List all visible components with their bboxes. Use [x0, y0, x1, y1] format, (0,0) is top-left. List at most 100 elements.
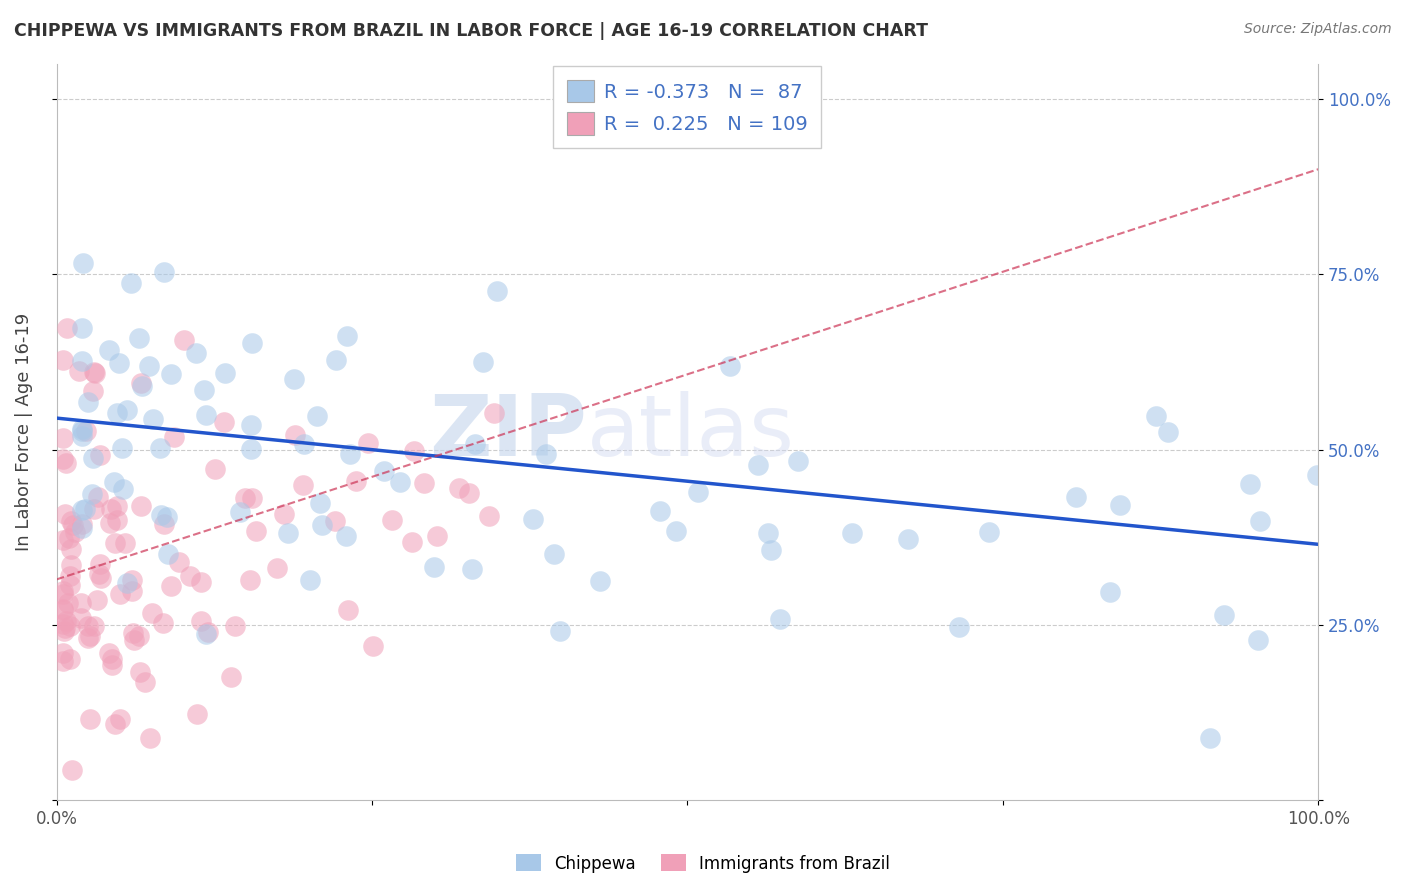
Point — [190, 574, 212, 589]
Point — [292, 478, 315, 492]
Point — [70, 429, 93, 443]
Point — [299, 574, 322, 588]
Point — [53, 621, 76, 635]
Point — [194, 408, 217, 422]
Point — [52, 451, 75, 466]
Point — [67, 364, 90, 378]
Point — [163, 430, 186, 444]
Point — [105, 406, 128, 420]
Point — [70, 354, 93, 368]
Point — [534, 447, 557, 461]
Point — [240, 442, 263, 456]
Point — [292, 437, 315, 451]
Point — [89, 557, 111, 571]
Point — [98, 516, 121, 530]
Point — [464, 436, 486, 450]
Point — [305, 409, 328, 424]
Text: ZIP: ZIP — [429, 391, 586, 474]
Point — [73, 502, 96, 516]
Point — [52, 603, 75, 617]
Point — [212, 415, 235, 429]
Point — [52, 583, 75, 598]
Text: CHIPPEWA VS IMMIGRANTS FROM BRAZIL IN LABOR FORCE | AGE 16-19 CORRELATION CHART: CHIPPEWA VS IMMIGRANTS FROM BRAZIL IN LA… — [14, 22, 928, 40]
Point — [59, 652, 82, 666]
Point — [344, 474, 367, 488]
Legend: Chippewa, Immigrants from Brazil: Chippewa, Immigrants from Brazil — [509, 847, 897, 880]
Point — [131, 379, 153, 393]
Point — [55, 456, 77, 470]
Point — [52, 647, 75, 661]
Point — [70, 516, 93, 531]
Point — [159, 579, 181, 593]
Y-axis label: In Labor Force | Age 16-19: In Labor Force | Age 16-19 — [15, 313, 32, 551]
Point — [111, 441, 134, 455]
Point — [86, 490, 108, 504]
Point — [70, 596, 93, 610]
Point — [159, 368, 181, 382]
Point — [139, 731, 162, 745]
Point — [471, 354, 494, 368]
Point — [588, 574, 610, 588]
Point — [388, 475, 411, 490]
Point — [62, 517, 84, 532]
Point — [152, 265, 174, 279]
Point — [114, 536, 136, 550]
Point — [543, 547, 565, 561]
Point — [1213, 607, 1236, 622]
Point — [70, 422, 93, 436]
Point — [204, 462, 226, 476]
Point — [401, 534, 423, 549]
Point — [522, 512, 544, 526]
Point — [841, 525, 863, 540]
Point — [219, 670, 242, 684]
Point — [311, 518, 333, 533]
Point — [373, 464, 395, 478]
Point — [77, 619, 100, 633]
Point — [336, 328, 359, 343]
Point — [134, 675, 156, 690]
Point — [121, 626, 143, 640]
Point — [1198, 731, 1220, 746]
Point — [80, 487, 103, 501]
Point — [1144, 409, 1167, 423]
Point — [747, 458, 769, 472]
Point — [83, 619, 105, 633]
Point — [186, 346, 208, 360]
Point — [115, 403, 138, 417]
Point — [60, 514, 83, 528]
Point — [173, 333, 195, 347]
Point — [70, 321, 93, 335]
Point — [56, 321, 79, 335]
Point — [72, 256, 94, 270]
Point — [53, 507, 76, 521]
Point — [65, 524, 87, 539]
Point — [104, 535, 127, 549]
Point — [457, 486, 479, 500]
Point — [718, 359, 741, 374]
Point — [224, 619, 246, 633]
Point — [76, 395, 98, 409]
Legend: R = -0.373   N =  87, R =  0.225   N = 109: R = -0.373 N = 87, R = 0.225 N = 109 — [554, 66, 821, 148]
Point — [197, 624, 219, 639]
Text: Source: ZipAtlas.com: Source: ZipAtlas.com — [1244, 22, 1392, 37]
Point — [337, 603, 360, 617]
Point — [52, 616, 75, 631]
Point — [686, 485, 709, 500]
Point — [59, 619, 82, 633]
Point — [167, 555, 190, 569]
Point — [52, 431, 75, 445]
Point — [363, 639, 385, 653]
Point — [52, 352, 75, 367]
Point — [86, 592, 108, 607]
Point — [97, 646, 120, 660]
Point — [103, 475, 125, 489]
Point — [149, 441, 172, 455]
Point — [190, 614, 212, 628]
Point — [447, 482, 470, 496]
Point — [59, 558, 82, 573]
Point — [122, 632, 145, 647]
Point — [1157, 425, 1180, 440]
Point — [69, 610, 91, 624]
Point — [152, 616, 174, 631]
Point — [90, 571, 112, 585]
